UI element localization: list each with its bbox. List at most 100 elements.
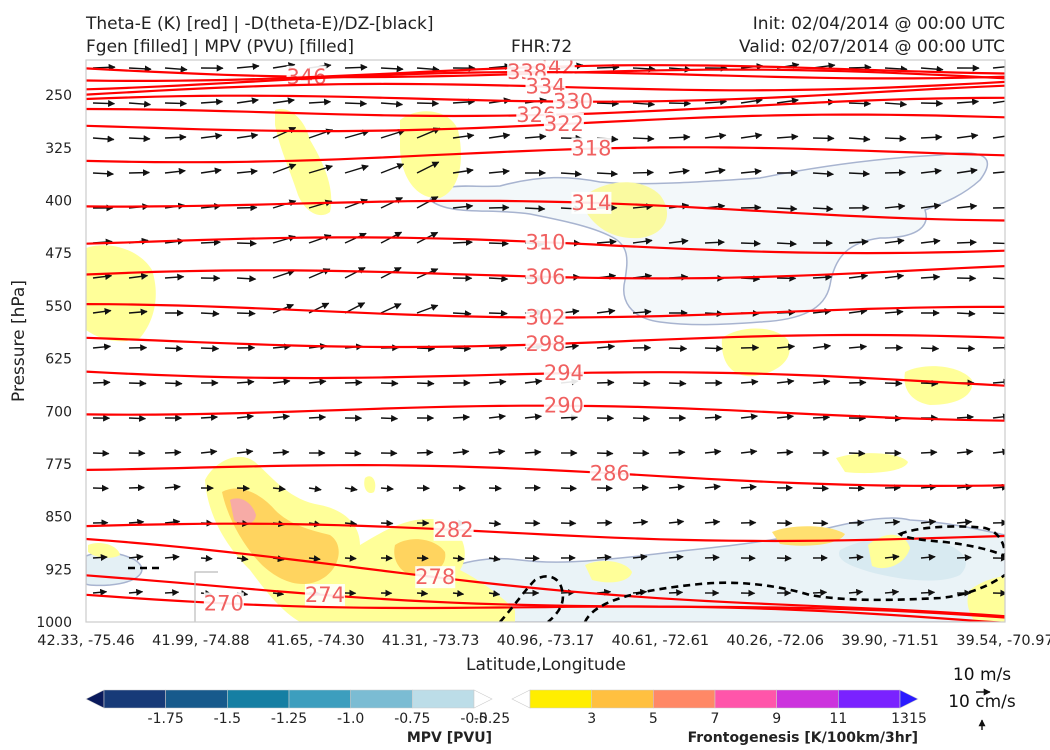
wind-vector: [704, 448, 722, 456]
colorbar-segment: [85, 689, 105, 709]
theta-e-label-286: 286: [590, 461, 630, 485]
wind-vector: [884, 518, 901, 526]
wind-vector: [848, 100, 872, 108]
wind-vector: [704, 344, 724, 352]
wind-vector: [488, 448, 506, 456]
wind-vector: [812, 378, 831, 386]
theta-e-label-background: [525, 306, 566, 329]
wind-vector: [128, 379, 147, 387]
wind-vector: [884, 308, 904, 316]
wind-vector: [92, 449, 110, 457]
wind-vector: [632, 65, 656, 73]
wind-vector: [380, 197, 404, 209]
wind-vector: [920, 589, 936, 597]
wind-vector: [956, 344, 976, 352]
wind-vector: [956, 413, 974, 421]
mpv-colorbar: -1.75 -1.5 -1.25 -1.0 -0.75 -0.5-0.25 MPV [PV…: [85, 689, 510, 746]
wind-vector: [200, 344, 220, 352]
wind-vector: [632, 237, 653, 245]
wind-vector: [956, 132, 979, 140]
wind-vector: [956, 203, 978, 210]
fgen-yellow-1: [275, 109, 332, 216]
wind-vector: [596, 379, 615, 387]
wind-vector: [632, 553, 648, 561]
colorbar-tick-label: -1.25: [271, 711, 307, 727]
wind-vector: [452, 590, 465, 597]
wind-vector: [164, 553, 180, 561]
y-tick-label: 850: [45, 510, 72, 526]
wind-vector: [740, 132, 763, 140]
filled-fields: [86, 109, 1005, 622]
wind-vector: [812, 170, 834, 178]
wind-vector: [704, 483, 721, 491]
wind-vector: [200, 238, 221, 246]
wind-vector: [236, 275, 257, 283]
theta-e-label-290: 290: [544, 394, 584, 418]
colorbar-tick-label: -1.5: [214, 711, 241, 727]
wind-vector: [956, 167, 978, 175]
wind-vector: [812, 273, 833, 281]
wind-vector: [524, 205, 546, 213]
wind-vector: [272, 413, 290, 421]
theta-e-label-294: 294: [544, 361, 584, 385]
colorbar-segment: [288, 689, 351, 709]
colorbar-tick-label: -1.75: [148, 711, 184, 727]
colorbar-tick-label: 9: [772, 711, 781, 727]
wind-vector: [776, 343, 796, 351]
theta-e-contour-282: [86, 522, 1005, 543]
wind-vector: [308, 98, 332, 106]
wind-vector: [128, 588, 144, 596]
wind-vector: [380, 163, 405, 174]
wind-vector: [452, 203, 474, 210]
x-tick-label: 40.61, -72.61: [612, 633, 709, 649]
title-line-1: Theta-E (K) [red] | -D(theta-E)/DZ-[blac…: [86, 14, 434, 34]
wind-vector: [596, 100, 620, 108]
wind-vector: [632, 308, 652, 316]
wind-vector: [416, 99, 440, 107]
wind-vector: [344, 554, 357, 562]
wind-vector: [416, 161, 440, 174]
wind-vector: [848, 64, 872, 71]
wind-vector: [488, 309, 508, 317]
theta-e-label-background: [433, 518, 474, 541]
wind-vector: [848, 379, 867, 387]
theta-e-label-306: 306: [525, 265, 565, 289]
wind-vector: [128, 100, 152, 108]
terrain-outline: [194, 571, 218, 622]
theta-e-label-background: [203, 592, 244, 615]
wind-vector: [452, 132, 475, 140]
wind-vector: [272, 448, 290, 456]
theta-e-label-318: 318: [571, 137, 611, 161]
wind-vector: [272, 97, 295, 105]
wind-vector: [776, 205, 798, 213]
wind-vector: [272, 269, 296, 279]
fgen-yellow-12: [364, 476, 376, 494]
wind-vector: [488, 275, 509, 283]
wind-vector: [884, 100, 908, 108]
x-tick-label: 40.26, -72.06: [727, 633, 824, 649]
wind-vector: [92, 170, 114, 178]
wind-vector: [128, 484, 145, 492]
wind-vector: [992, 378, 1005, 386]
wind-vector: [488, 555, 501, 563]
x-tick-label: 39.54, -70.97: [956, 633, 1050, 649]
wind-vector: [668, 589, 684, 597]
wind-vector: [344, 520, 358, 528]
wind-vector: [344, 100, 368, 108]
wind-vector: [920, 518, 937, 526]
wind-vector: [668, 379, 687, 387]
x-axis-ticks: 42.33, -75.46 41.99, -74.88 41.65, -74.30 4…: [37, 633, 1050, 649]
wind-vector: [992, 135, 1005, 139]
x-tick-label: 39.90, -71.51: [841, 633, 938, 649]
wind-vector: [344, 63, 368, 71]
wind-vector: [812, 589, 828, 597]
y-tick-label: 775: [45, 457, 72, 473]
wind-vector: [920, 449, 938, 457]
wind-vector: [596, 343, 616, 351]
wind-vector: [92, 135, 115, 143]
wind-vector: [236, 448, 254, 456]
wind-vector: [380, 379, 399, 387]
theta-e-contour-314: [86, 199, 1005, 222]
y-tick-label: 925: [45, 562, 72, 578]
wind-vector: [92, 307, 112, 315]
